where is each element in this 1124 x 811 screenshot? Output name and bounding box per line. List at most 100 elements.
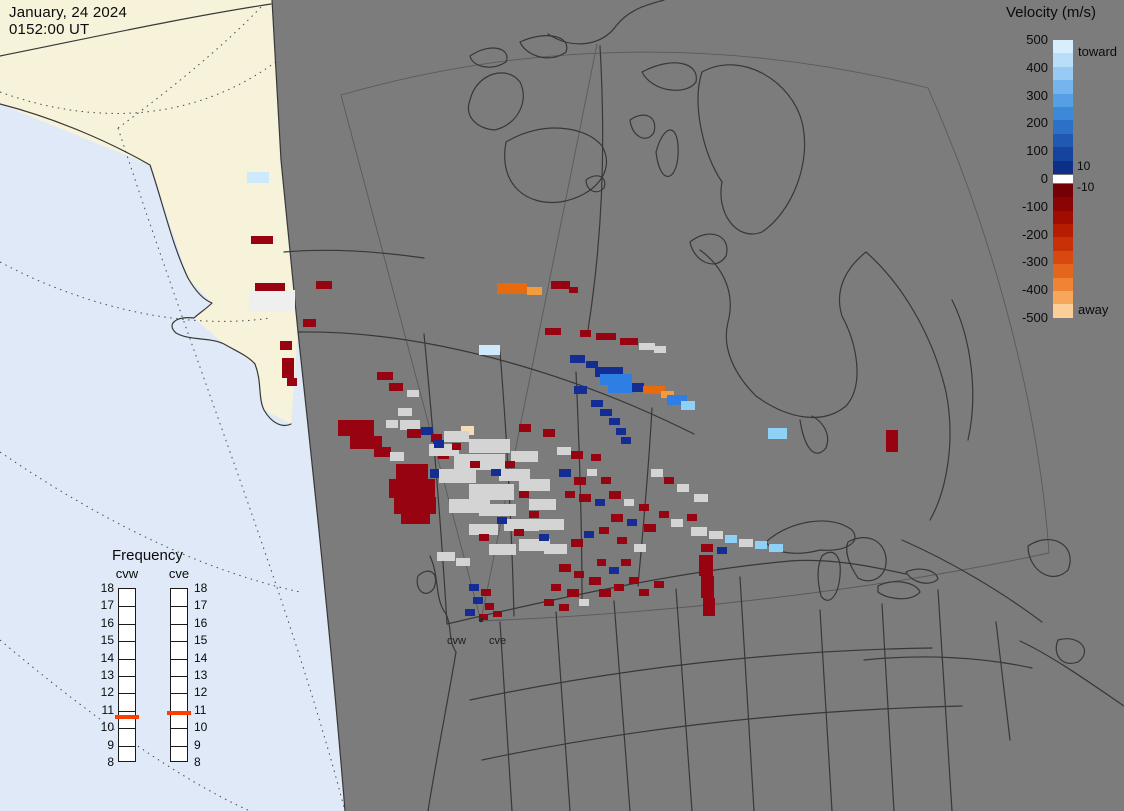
velocity-data-cell <box>591 454 601 461</box>
radar-site-dot <box>478 617 484 623</box>
velocity-data-cell <box>249 290 295 311</box>
velocity-data-cell <box>421 427 433 435</box>
velocity-data-cell <box>559 604 569 611</box>
frequency-tick-line <box>119 641 135 642</box>
radar-site-label: cvw <box>447 635 466 647</box>
velocity-tick-label: -500 <box>1021 310 1048 325</box>
velocity-data-cell <box>255 283 285 291</box>
velocity-data-cell <box>519 539 550 551</box>
away-label: away <box>1078 302 1109 317</box>
velocity-data-cell <box>755 541 767 549</box>
frequency-tick-line <box>171 641 187 642</box>
velocity-data-cell <box>654 346 666 353</box>
velocity-data-cell <box>491 469 501 476</box>
velocity-data-cell <box>699 555 713 576</box>
velocity-data-cell <box>389 479 435 498</box>
velocity-data-cell <box>479 534 489 541</box>
velocity-data-cell <box>600 374 632 385</box>
velocity-data-cell <box>609 418 620 425</box>
velocity-data-cell <box>574 571 584 578</box>
velocity-data-cell <box>551 281 570 289</box>
velocity-tick-label: -200 <box>1021 226 1048 242</box>
velocity-data-cell <box>434 440 444 448</box>
velocity-color-step-away <box>1053 237 1073 251</box>
velocity-data-cell <box>571 539 583 547</box>
velocity-data-cell <box>461 426 474 435</box>
velocity-data-cell <box>539 534 549 541</box>
velocity-data-cell <box>595 499 605 506</box>
velocity-data-cell <box>574 477 586 485</box>
velocity-data-cell <box>519 424 531 432</box>
velocity-data-cell <box>539 519 564 530</box>
velocity-data-cell <box>667 395 687 405</box>
frequency-tick-line <box>171 728 187 729</box>
velocity-data-cell <box>579 599 589 606</box>
velocity-data-cell <box>469 584 479 591</box>
frequency-scale-cvw <box>118 588 136 762</box>
velocity-data-cell <box>591 400 603 407</box>
velocity-data-cell <box>597 559 606 566</box>
frequency-tick-line <box>171 624 187 625</box>
velocity-data-cell <box>479 504 516 516</box>
map-region <box>272 0 1124 811</box>
velocity-data-cell <box>437 552 455 561</box>
velocity-data-cell <box>287 378 297 386</box>
frequency-tick-line <box>171 606 187 607</box>
frequency-tick-label: 9 <box>194 737 201 752</box>
velocity-data-cell <box>609 567 619 574</box>
velocity-data-cell <box>567 589 579 597</box>
velocity-data-cell <box>519 479 550 491</box>
velocity-data-cell <box>664 477 674 484</box>
velocity-data-cell <box>430 469 442 478</box>
velocity-color-step-toward <box>1053 53 1073 67</box>
frequency-tick-label: 18 <box>100 581 114 595</box>
velocity-data-cell <box>599 589 611 597</box>
velocity-color-step-toward <box>1053 93 1073 107</box>
velocity-data-cell <box>511 451 538 462</box>
velocity-data-cell <box>717 547 727 554</box>
frequency-tick-label: 14 <box>100 650 114 665</box>
frequency-tick-label: 15 <box>100 633 114 648</box>
radar-site <box>478 617 484 623</box>
velocity-data-cell <box>768 428 787 439</box>
velocity-data-cell <box>316 281 332 289</box>
velocity-colorbar <box>1053 40 1073 318</box>
velocity-color-step-away <box>1053 304 1073 318</box>
frequency-tick-label: 8 <box>194 755 201 769</box>
velocity-color-step-toward <box>1053 133 1073 148</box>
velocity-data-cell <box>529 499 556 510</box>
velocity-data-cell <box>627 519 637 526</box>
velocity-data-cell <box>527 287 542 295</box>
velocity-data-cell <box>543 429 555 437</box>
velocity-data-cell <box>725 535 737 543</box>
frequency-marker-cvw <box>115 714 139 719</box>
frequency-tick-label: 16 <box>194 615 208 630</box>
frequency-tick-line <box>119 728 135 729</box>
velocity-color-step-toward <box>1053 147 1073 161</box>
radar-fov-lines <box>340 43 1050 622</box>
velocity-data-cell <box>651 469 663 477</box>
frequency-tick-label: 12 <box>100 685 114 700</box>
velocity-data-cell <box>687 514 697 521</box>
frequency-tick-label: 18 <box>194 581 208 595</box>
velocity-data-cell <box>390 452 404 461</box>
velocity-data-cell <box>499 469 530 481</box>
velocity-data-cell <box>621 559 631 566</box>
velocity-color-step-away <box>1053 277 1073 292</box>
velocity-data-cell <box>505 461 515 468</box>
frequency-tick-label: 15 <box>194 633 208 648</box>
frequency-tick-label: 9 <box>107 737 114 752</box>
velocity-data-cell <box>569 287 578 293</box>
velocity-data-cell <box>493 611 502 617</box>
velocity-color-step-away <box>1053 224 1073 238</box>
velocity-data-cell <box>350 436 382 449</box>
graticule <box>0 5 346 811</box>
velocity-data-cell <box>400 420 420 430</box>
frequency-tick-label: 11 <box>101 702 114 717</box>
velocity-data-cell <box>589 577 601 585</box>
date-label: January, 24 2024 <box>9 4 128 21</box>
velocity-data-cell <box>374 447 391 457</box>
frequency-tick-line <box>119 693 135 694</box>
velocity-data-cell <box>644 524 656 532</box>
